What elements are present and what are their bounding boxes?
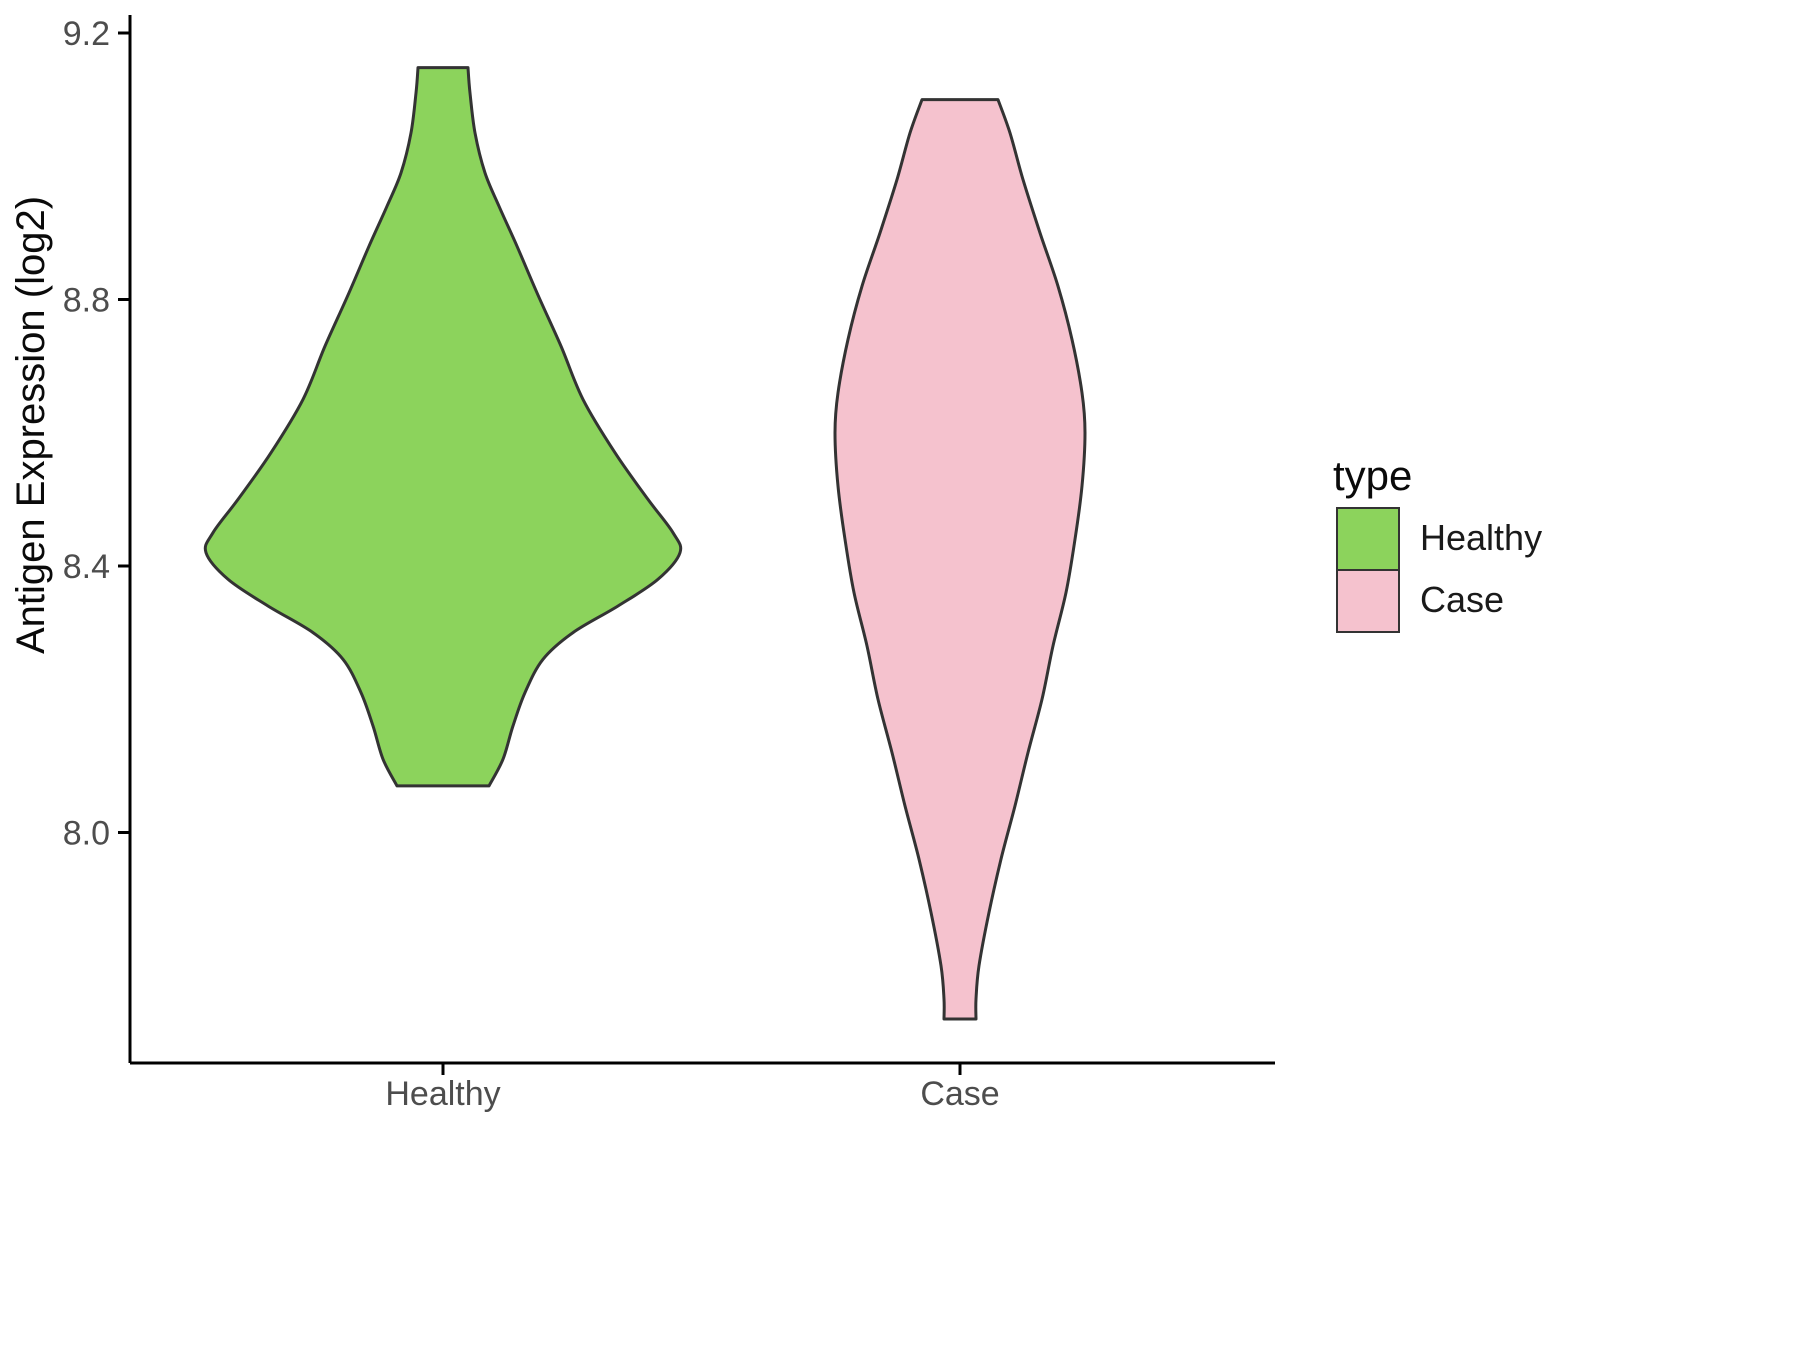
x-category-label: Case	[920, 1075, 999, 1113]
legend-label-case: Case	[1420, 579, 1504, 620]
x-category-label: Healthy	[385, 1075, 500, 1113]
y-axis-ticks: 9.2 8.8 8.4 8.0	[63, 15, 130, 853]
legend-swatch-healthy	[1336, 507, 1400, 571]
legend-title: type	[1333, 452, 1412, 499]
legend-swatch-case	[1336, 569, 1400, 633]
legend-label-healthy: Healthy	[1420, 517, 1542, 558]
legend: type Healthy Case	[1333, 452, 1542, 633]
y-tick-label: 8.8	[63, 282, 110, 320]
violin-healthy	[203, 66, 683, 788]
y-tick-label: 8.0	[63, 815, 110, 853]
y-tick-label: 9.2	[63, 15, 110, 53]
y-tick-label: 8.4	[63, 548, 110, 586]
violin-case	[833, 98, 1087, 1021]
y-axis-title: Antigen Expression (log2)	[9, 196, 53, 654]
x-axis-ticks: Healthy Case	[385, 1063, 1000, 1113]
